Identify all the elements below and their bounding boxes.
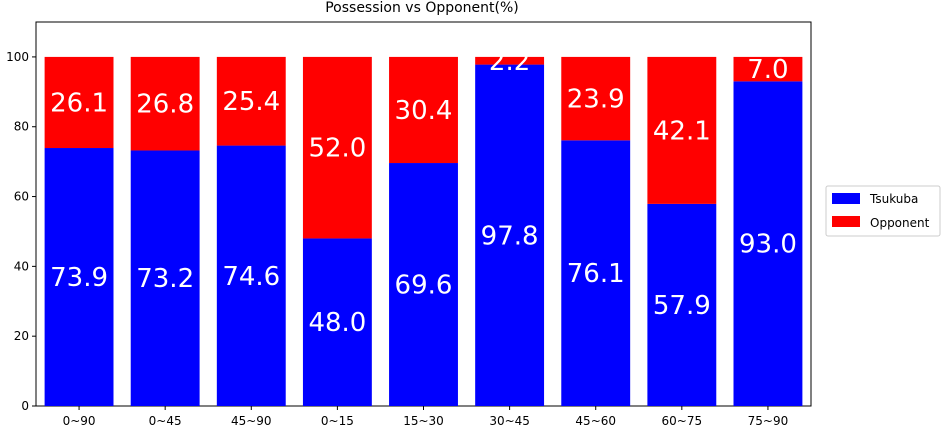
x-axis: 0~90 0~45 45~90 0~15 15~30 30~45 45~60 60~75 75~… xyxy=(63,406,789,428)
bar-value-label: 42.1 xyxy=(653,116,711,146)
bar-value-label: 73.2 xyxy=(136,264,194,294)
bar-opponent xyxy=(302,56,372,239)
bar-tsukuba xyxy=(389,163,458,406)
y-tick-label: 40 xyxy=(14,259,29,273)
bar-value-label: 48.0 xyxy=(308,308,366,338)
chart-title: Possession vs Opponent(%) xyxy=(325,0,519,16)
x-tick-label: 30~45 xyxy=(489,414,530,428)
bar-value-label: 2.2 xyxy=(489,47,530,77)
y-tick-label: 60 xyxy=(14,190,29,204)
bar-opponent xyxy=(44,56,114,149)
bar-value-label: 30.4 xyxy=(395,96,453,126)
bar-value-label: 97.8 xyxy=(481,221,539,251)
bar-tsukuba xyxy=(44,148,114,406)
bar-tsukuba xyxy=(647,203,717,406)
legend-swatch-tsukuba xyxy=(832,193,860,204)
bars-group xyxy=(44,56,803,406)
bar-tsukuba xyxy=(130,150,200,406)
bar-value-label: 26.1 xyxy=(50,88,108,118)
legend-swatch-opponent xyxy=(832,216,860,227)
bar-labels-group: 73.9 26.1 73.2 26.8 74.6 25.4 48.0 52.0 69.6 30.4… xyxy=(50,47,797,338)
bar-value-label: 93.0 xyxy=(739,230,797,260)
legend-label-opponent: Opponent xyxy=(870,216,930,230)
x-tick-label: 60~75 xyxy=(662,414,703,428)
bar-tsukuba xyxy=(733,81,803,406)
bar-value-label: 73.9 xyxy=(50,263,108,293)
bar-opponent xyxy=(389,56,458,164)
bar-value-label: 25.4 xyxy=(222,87,280,117)
legend: Tsukuba Opponent xyxy=(825,185,941,237)
bar-tsukuba xyxy=(561,140,631,406)
bar-value-label: 7.0 xyxy=(747,55,788,85)
bar-opponent xyxy=(733,56,803,82)
x-tick-label: 0~45 xyxy=(149,414,182,428)
bar-value-label: 57.9 xyxy=(653,291,711,321)
bar-opponent xyxy=(561,56,631,141)
x-tick-label: 0~90 xyxy=(63,414,96,428)
bar-value-label: 23.9 xyxy=(567,85,625,115)
x-tick-label: 15~30 xyxy=(403,414,444,428)
bar-tsukuba xyxy=(302,238,372,406)
x-tick-label: 45~60 xyxy=(575,414,616,428)
bar-value-label: 76.1 xyxy=(567,259,625,289)
bar-value-label: 26.8 xyxy=(136,90,194,120)
bar-opponent xyxy=(647,56,717,204)
y-tick-label: 20 xyxy=(14,329,29,343)
bar-value-label: 74.6 xyxy=(222,262,280,292)
bar-value-label: 69.6 xyxy=(395,271,453,301)
bar-opponent xyxy=(216,56,286,146)
x-tick-label: 45~90 xyxy=(231,414,272,428)
y-axis: 0 20 40 60 80 100 xyxy=(6,50,36,413)
bar-value-label: 52.0 xyxy=(308,134,366,164)
legend-label-tsukuba: Tsukuba xyxy=(869,192,918,206)
bar-tsukuba xyxy=(216,145,286,406)
y-tick-label: 100 xyxy=(6,50,29,64)
x-tick-label: 0~15 xyxy=(321,414,354,428)
y-tick-label: 80 xyxy=(14,120,29,134)
bar-tsukuba xyxy=(475,64,545,406)
bar-opponent xyxy=(130,56,200,151)
y-tick-label: 0 xyxy=(21,399,29,413)
x-tick-label: 75~90 xyxy=(748,414,789,428)
bar-opponent xyxy=(475,56,545,65)
